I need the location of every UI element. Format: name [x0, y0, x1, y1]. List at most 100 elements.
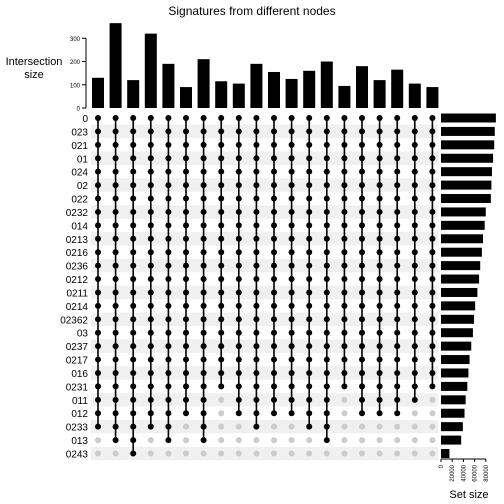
matrix-dot-active [271, 276, 277, 283]
matrix-dot-active [376, 128, 383, 135]
set-size-bar [441, 113, 496, 123]
matrix-dot-active [183, 235, 189, 242]
matrix-dot-active [235, 235, 242, 242]
matrix-dot-active [288, 115, 295, 121]
matrix-dot-active [130, 302, 137, 309]
matrix-dot-inactive [147, 437, 154, 444]
intersection-bar [373, 80, 386, 108]
matrix-dot-active [218, 302, 225, 309]
matrix-dot-active [323, 249, 330, 256]
matrix-dot-active [218, 155, 225, 162]
matrix-dot-active [306, 369, 313, 376]
matrix-dot-active [183, 155, 189, 162]
matrix-dot-active [147, 168, 154, 175]
matrix-dot-active [95, 302, 101, 309]
matrix-dot-active [147, 289, 154, 296]
matrix-dot-active [235, 302, 242, 309]
matrix-dot-active [359, 128, 365, 135]
matrix-dot-active [288, 396, 295, 403]
matrix-dot-active [306, 208, 313, 215]
matrix-dot-active [306, 195, 313, 202]
set-label: 01 [77, 154, 89, 165]
matrix-dot-active [323, 276, 330, 283]
set-label: 024 [71, 168, 88, 179]
matrix-dot-active [306, 410, 313, 417]
matrix-dot-active [200, 423, 207, 430]
matrix-dot-inactive [95, 437, 101, 444]
matrix-dot-active [95, 235, 101, 242]
matrix-dot-active [306, 423, 313, 430]
matrix-dot-active [394, 276, 401, 283]
matrix-dot-active [112, 410, 119, 417]
matrix-dot-active [323, 316, 330, 323]
matrix-dot-active [359, 302, 365, 309]
matrix-dot-active [394, 410, 401, 417]
matrix-dot-active [323, 423, 330, 430]
matrix-dot-active [306, 329, 313, 336]
matrix-dot-active [323, 410, 330, 417]
set-size-bar [441, 126, 495, 136]
set-size-bar [441, 140, 495, 150]
matrix-dot-active [95, 182, 101, 189]
matrix-dot-active [359, 396, 365, 403]
matrix-dot-active [341, 302, 348, 309]
matrix-dot-active [165, 289, 172, 296]
set-size-bar [441, 194, 491, 204]
intersection-tick-label: 100 [70, 83, 81, 89]
matrix-dot-active [306, 235, 313, 242]
matrix-dot-active [411, 343, 418, 350]
matrix-dot-active [200, 128, 207, 135]
matrix-dot-active [95, 396, 101, 403]
matrix-dot-active [130, 128, 137, 135]
matrix-dot-active [411, 369, 418, 376]
matrix-dot-active [323, 168, 330, 175]
intersection-bar [320, 61, 333, 108]
set-size-bar [441, 381, 468, 391]
matrix-dot-active [183, 115, 189, 121]
matrix-dot-inactive [411, 437, 418, 444]
matrix-dot-active [306, 302, 313, 309]
matrix-dot-active [359, 168, 365, 175]
set-label: 016 [71, 369, 88, 380]
matrix-dot-active [130, 383, 137, 390]
matrix-dot-active [288, 410, 295, 417]
matrix-dot-active [165, 396, 172, 403]
matrix-dot-active [200, 383, 207, 390]
matrix-dot-active [95, 155, 101, 162]
intersection-bar [285, 78, 298, 108]
matrix-dot-active [271, 141, 277, 148]
matrix-dot-active [218, 128, 225, 135]
matrix-dot-inactive [411, 450, 418, 457]
matrix-dot-active [429, 276, 436, 283]
matrix-dot-active [165, 302, 172, 309]
matrix-dot-active [323, 289, 330, 296]
matrix-dot-inactive [359, 450, 365, 457]
matrix-dot-active [200, 329, 207, 336]
matrix-dot-active [411, 356, 418, 363]
set-size-tick-label: 0 [439, 464, 445, 468]
matrix-dot-active [359, 316, 365, 323]
matrix-dot-active [376, 195, 383, 202]
matrix-dot-active [323, 208, 330, 215]
matrix-dot-inactive [306, 450, 313, 457]
matrix-dot-active [235, 383, 242, 390]
matrix-dot-active [112, 369, 119, 376]
matrix-dot-inactive [271, 450, 277, 457]
set-size-bar [441, 247, 482, 257]
matrix-dot-active [359, 262, 365, 269]
intersection-bar [408, 83, 421, 108]
set-size-bar [441, 435, 462, 445]
matrix-dot-active [288, 302, 295, 309]
matrix-dot-active [95, 329, 101, 336]
matrix-dot-active [341, 222, 348, 229]
matrix-dot-active [112, 343, 119, 350]
matrix-dot-active [288, 249, 295, 256]
matrix-dot-active [165, 383, 172, 390]
matrix-dot-active [130, 208, 137, 215]
matrix-dot-inactive [394, 450, 401, 457]
matrix-dot-active [147, 343, 154, 350]
matrix-dot-active [411, 182, 418, 189]
matrix-dot-active [323, 115, 330, 121]
set-label: 012 [71, 409, 88, 420]
matrix-dot-active [112, 423, 119, 430]
